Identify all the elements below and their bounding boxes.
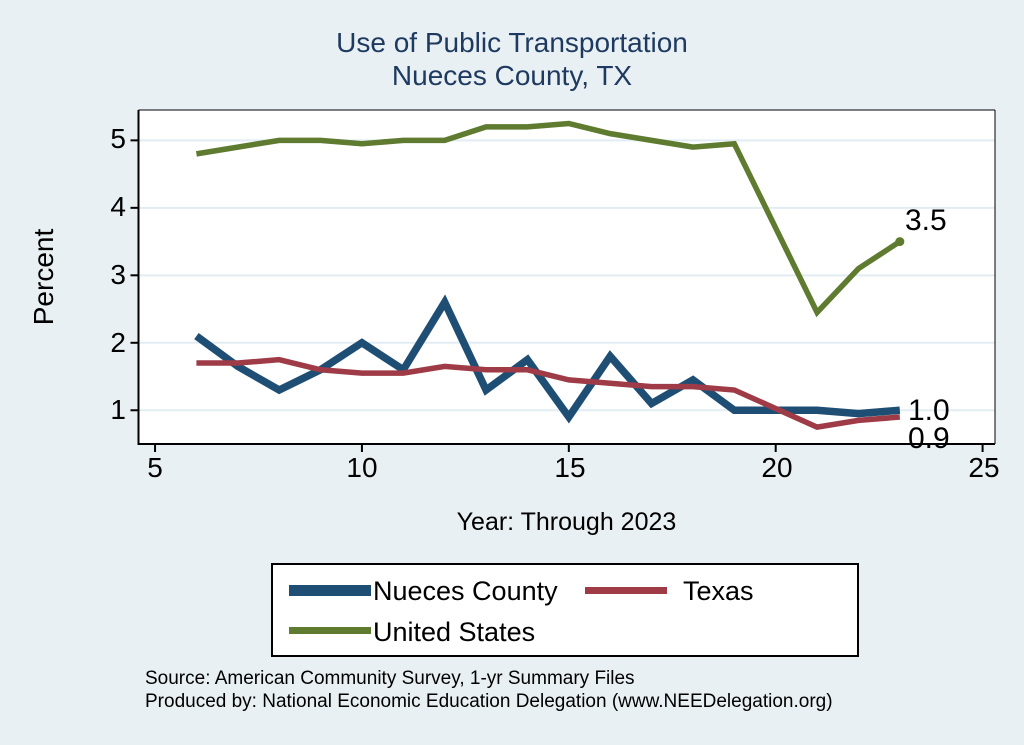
x-axis-title: Year: Through 2023: [456, 508, 677, 536]
chart-title: Use of Public Transportation Nueces Coun…: [0, 26, 1024, 92]
x-axis-tick-label-10: 10: [346, 452, 378, 483]
chart-title-line2: Nueces County, TX: [391, 60, 633, 91]
legend-label-nueces-county: Nueces County: [373, 576, 558, 606]
footer-notes: Source: American Community Survey, 1-yr …: [145, 667, 985, 713]
y-axis-title: Percent: [28, 228, 59, 326]
y-axis-tick-label-1: 1: [110, 394, 126, 425]
legend-box: Nueces County Texas United States: [271, 563, 859, 657]
x-axis-tick-label-20: 20: [761, 452, 793, 483]
legend-label-texas: Texas: [683, 576, 754, 606]
x-axis-tick-label-15: 15: [554, 452, 586, 483]
legend-swatch-nueces-county: [289, 585, 371, 596]
legend-label-united-states: United States: [373, 617, 536, 647]
legend-swatch-texas: [585, 587, 667, 594]
chart-title-line1: Use of Public Transportation: [336, 27, 688, 58]
produced-by-line: Produced by: National Economic Education…: [145, 691, 833, 712]
end-value-label-united-states: 3.5: [905, 204, 947, 237]
x-axis-tick-label-25: 25: [968, 452, 1000, 483]
y-axis-tick-label-4: 4: [110, 191, 126, 222]
y-axis-tick-label-3: 3: [110, 259, 126, 290]
legend-swatch-united-states: [289, 627, 371, 634]
end-value-label-nueces-county: 1.0: [908, 394, 950, 427]
end-value-label-texas: 0.9: [908, 422, 950, 455]
x-axis-tick-label-5: 5: [147, 452, 163, 483]
source-line: Source: American Community Survey, 1-yr …: [145, 668, 635, 689]
y-axis-tick-label-5: 5: [110, 123, 126, 154]
y-axis-tick-label-2: 2: [110, 327, 126, 358]
